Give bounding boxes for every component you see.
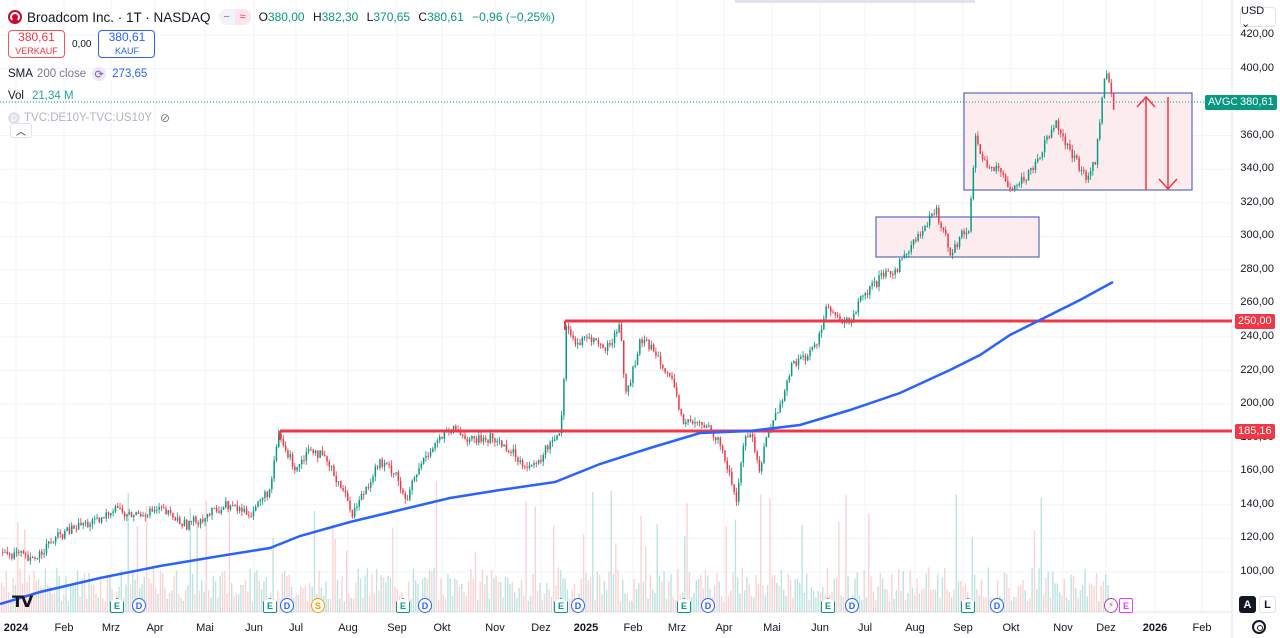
price-tick: 240,00 xyxy=(1240,330,1274,343)
sell-button[interactable]: 380,61 VERKAUF xyxy=(8,30,65,58)
earnings-event-icon[interactable]: E xyxy=(961,598,975,613)
current-price-badge: 380,61 xyxy=(1237,95,1277,110)
log-scale-button[interactable]: L xyxy=(1259,596,1276,613)
dividend-event-icon[interactable]: D xyxy=(845,598,859,613)
dividend-event-icon[interactable]: D xyxy=(990,598,1004,613)
chevron-up-icon: ︿ xyxy=(16,127,26,138)
symbol-title[interactable]: Broadcom Inc. · 1T · NASDAQ xyxy=(27,9,211,25)
time-tick: Mrz xyxy=(667,622,687,634)
time-tick: Okt xyxy=(433,622,451,634)
price-tick: 340,00 xyxy=(1240,162,1274,175)
price-tick: 160,00 xyxy=(1240,464,1274,477)
buy-button[interactable]: 380,61 KAUF xyxy=(98,30,156,58)
dividend-event-icon[interactable]: D xyxy=(280,598,294,613)
dividend-event-icon[interactable]: D xyxy=(132,598,146,613)
price-tick: 120,00 xyxy=(1240,531,1274,544)
approx-icon[interactable]: ≈ xyxy=(234,9,251,25)
collapse-legend-button[interactable]: ︿ xyxy=(10,123,32,138)
dividend-event-icon[interactable]: D xyxy=(701,598,715,613)
price-tick: 280,00 xyxy=(1240,262,1274,275)
price-tick: 100,00 xyxy=(1240,564,1274,577)
loading-icon: ⟳ xyxy=(92,67,107,81)
earnings-event-icon[interactable]: E xyxy=(396,598,410,613)
hline-250-badge: 250,00 xyxy=(1235,314,1275,329)
ohlc-values: O380,00 H382,30 L370,65 C380,61 −0,96 (−… xyxy=(258,10,555,24)
dividend-event-icon[interactable]: D xyxy=(571,598,585,613)
time-tick: Jun xyxy=(811,622,829,634)
time-tick: Aug xyxy=(338,622,358,634)
time-tick: Sep xyxy=(387,622,407,634)
time-tick: Okt xyxy=(1002,622,1020,634)
time-tick: Jun xyxy=(245,622,263,634)
price-tick: 420,00 xyxy=(1240,28,1274,40)
time-tick: Mai xyxy=(196,622,214,634)
minus-icon[interactable]: − xyxy=(223,11,230,23)
time-tick: Jul xyxy=(857,622,873,634)
price-tick: 260,00 xyxy=(1240,296,1274,309)
earnings-event-icon[interactable]: E xyxy=(263,598,277,613)
earnings-event-icon[interactable]: E xyxy=(677,598,691,613)
split-event-icon[interactable]: S xyxy=(311,598,325,613)
earnings-event-icon[interactable]: E xyxy=(110,598,124,613)
broadcom-logo-icon xyxy=(8,10,22,24)
time-tick: Nov xyxy=(1053,622,1073,634)
time-tick: Apr xyxy=(715,622,733,634)
time-tick: 2025 xyxy=(573,622,599,634)
time-tick: 2026 xyxy=(1142,622,1168,634)
indicator-badge-icon: D xyxy=(8,112,20,124)
time-tick: Aug xyxy=(905,622,925,634)
chart-legend: Broadcom Inc. · 1T · NASDAQ − ≈ O380,00 … xyxy=(8,8,560,128)
dividend-event-icon[interactable]: D xyxy=(418,598,432,613)
time-tick: 2024 xyxy=(3,622,29,634)
time-tick: Feb xyxy=(1192,622,1212,634)
tradingview-logo[interactable]: TV xyxy=(12,592,33,611)
earnings-event-icon[interactable]: E xyxy=(554,598,568,613)
earnings-event-icon[interactable]: E xyxy=(821,598,835,613)
symbol-price-badge: AVGO xyxy=(1205,95,1242,110)
time-tick: Sep xyxy=(953,622,973,634)
time-tick: Feb xyxy=(623,622,643,634)
eye-off-icon[interactable]: ⊘ xyxy=(160,111,171,125)
time-tick: Nov xyxy=(485,622,505,634)
settings-gear-icon[interactable] xyxy=(1252,620,1266,634)
currency-selector[interactable]: USD ⌄ xyxy=(1240,5,1276,30)
price-change: −0,96 (−0,25%) xyxy=(472,10,555,24)
price-tick: 300,00 xyxy=(1240,229,1274,242)
time-tick: Feb xyxy=(54,622,74,634)
price-tick: 220,00 xyxy=(1240,363,1274,376)
flash-event-icon[interactable]: ⚡ xyxy=(1104,598,1118,613)
volume-indicator-row[interactable]: Vol 21,34 M xyxy=(8,90,74,102)
hline-185-badge: 185,16 xyxy=(1235,424,1275,439)
price-tick: 360,00 xyxy=(1240,128,1274,141)
spread-value: 0,00 xyxy=(72,38,92,50)
time-tick: Dez xyxy=(531,622,551,634)
price-tick: 200,00 xyxy=(1240,397,1274,410)
hidden-indicator-row[interactable]: D TVC:DE10Y-TVC:US10Y ⊘ xyxy=(8,108,560,128)
time-tick: Mrz xyxy=(101,622,121,634)
chart-mode-pill[interactable]: − ≈ xyxy=(218,9,251,25)
price-tick: 140,00 xyxy=(1240,497,1274,510)
time-tick: Dez xyxy=(1096,622,1116,634)
time-tick: Apr xyxy=(146,622,164,634)
price-tick: 320,00 xyxy=(1240,195,1274,208)
time-tick: Mai xyxy=(763,622,781,634)
earnings-event-icon[interactable]: E xyxy=(1119,598,1133,613)
time-tick: Jul xyxy=(288,622,304,634)
sma-indicator-row[interactable]: SMA 200 close ⟳ 273,65 xyxy=(8,67,148,81)
auto-scale-button[interactable]: A xyxy=(1239,596,1256,613)
price-tick: 400,00 xyxy=(1240,61,1274,74)
